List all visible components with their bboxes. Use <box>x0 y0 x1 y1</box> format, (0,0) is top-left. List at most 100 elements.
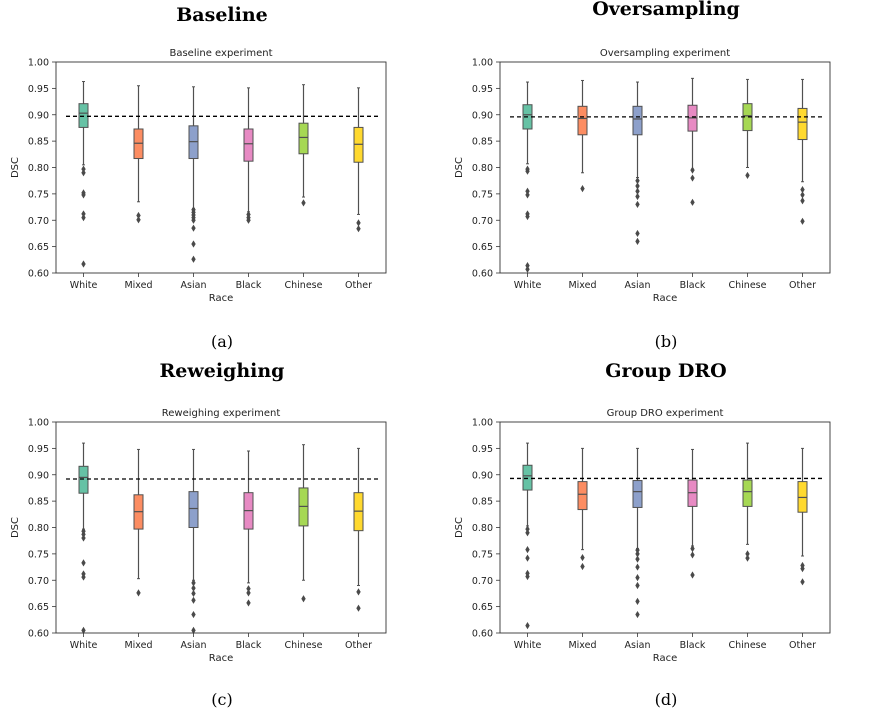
panel-caption: (c) <box>211 690 233 709</box>
chart-title: Reweighing experiment <box>162 408 281 419</box>
y-axis-label: DSC <box>10 517 21 538</box>
outlier-point <box>525 569 530 577</box>
outlier-point <box>635 192 640 201</box>
x-tick-label: White <box>514 640 542 651</box>
box-asian <box>632 447 643 619</box>
panel-reweighing: Reweighing Reweighing experiment 0.60 0.65… <box>0 360 444 720</box>
x-tick-label: Other <box>789 640 816 651</box>
y-tick-label: 0.70 <box>28 576 49 587</box>
x-tick-label: Asian <box>625 280 651 291</box>
x-tick-label: White <box>70 280 98 291</box>
y-tick-label: 0.80 <box>28 163 49 174</box>
box-other <box>353 447 364 612</box>
outlier-point <box>800 561 805 570</box>
outlier-point <box>635 581 640 590</box>
box-white <box>78 81 89 268</box>
x-tick-label: Chinese <box>729 640 767 651</box>
x-tick-label: Black <box>236 640 262 651</box>
x-tick-label: Mixed <box>124 640 152 651</box>
outlier-point <box>301 595 306 603</box>
iqr-box <box>577 105 588 136</box>
outlier-point <box>525 165 530 173</box>
axes-frame <box>55 61 387 274</box>
boxplot-chart: Group DRO experiment 0.60 0.65 0.70 0.75 0.80… <box>454 408 831 664</box>
chart-title: Baseline experiment <box>169 48 272 59</box>
box-other <box>797 447 808 586</box>
outlier-point <box>246 585 251 593</box>
panel-caption: (a) <box>210 332 234 351</box>
iqr-box <box>577 481 588 511</box>
y-tick-label: 1.00 <box>472 58 493 69</box>
outlier-point <box>191 584 196 592</box>
x-tick-label: Other <box>345 280 372 291</box>
y-tick-label: 1.00 <box>28 58 49 69</box>
box-mixed <box>577 447 588 571</box>
outlier-point <box>525 262 530 270</box>
panel-caption: (d) <box>654 690 678 709</box>
outlier-point <box>635 563 640 571</box>
outlier-point <box>745 171 750 180</box>
outlier-point <box>191 589 196 598</box>
outlier-point <box>800 197 805 205</box>
boxplot-chart: Reweighing experiment 0.60 0.65 0.70 0.75 0.8… <box>10 408 387 664</box>
outlier-point <box>580 553 585 562</box>
x-tick-label: Chinese <box>285 280 323 291</box>
y-tick-label: 0.95 <box>28 444 49 455</box>
panel-baseline: Baseline Baseline experiment 0.60 0.65 0.70… <box>0 0 444 360</box>
outlier-point <box>635 555 640 563</box>
y-tick-label: 0.85 <box>472 137 493 148</box>
outlier-point <box>136 216 141 224</box>
x-tick-label: Asian <box>625 640 651 651</box>
box-asian <box>188 448 199 634</box>
outlier-point <box>191 596 196 604</box>
y-tick-label: 1.00 <box>472 418 493 429</box>
y-tick-label: 0.80 <box>28 523 49 534</box>
outlier-point <box>690 166 695 174</box>
box-black <box>243 450 254 607</box>
y-axis-label: DSC <box>10 157 21 178</box>
box-mixed <box>133 448 144 597</box>
outlier-point <box>191 206 196 214</box>
box-mixed <box>577 79 588 193</box>
outlier-point <box>635 610 640 619</box>
box-black <box>243 87 254 224</box>
outlier-point <box>246 589 251 597</box>
outlier-point <box>81 559 86 567</box>
y-tick-label: 0.85 <box>28 497 49 508</box>
panel-caption: (b) <box>654 332 678 351</box>
iqr-box <box>797 107 808 141</box>
panel-heading: Reweighing <box>159 360 285 382</box>
outlier-point <box>356 604 361 612</box>
x-tick-label: Black <box>680 280 706 291</box>
panel-heading: Oversampling <box>592 0 740 20</box>
chart-title: Group DRO experiment <box>607 408 724 419</box>
y-tick-label: 0.90 <box>28 470 49 481</box>
y-tick-label: 0.65 <box>472 602 493 613</box>
x-tick-label: Black <box>680 640 706 651</box>
outlier-point <box>191 579 196 587</box>
outlier-point <box>800 186 805 194</box>
box-chinese <box>742 78 753 180</box>
box-chinese <box>742 442 753 562</box>
outlier-point <box>525 622 530 630</box>
y-tick-label: 0.65 <box>28 602 49 613</box>
x-tick-label: Other <box>345 640 372 651</box>
outlier-point <box>525 187 530 195</box>
x-tick-label: Other <box>789 280 816 291</box>
panel-oversampling: Oversampling Oversampling experiment 0.60… <box>444 0 888 360</box>
outlier-point <box>81 189 86 197</box>
axes-frame <box>499 61 831 274</box>
iqr-box <box>632 480 643 508</box>
outlier-point <box>800 191 805 199</box>
y-tick-label: 0.95 <box>472 444 493 455</box>
iqr-box <box>243 128 254 162</box>
x-tick-label: Mixed <box>124 280 152 291</box>
y-tick-label: 0.90 <box>472 470 493 481</box>
outlier-point <box>635 229 640 238</box>
y-tick-label: 0.75 <box>472 549 493 560</box>
iqr-box <box>78 103 89 128</box>
y-tick-label: 0.95 <box>472 84 493 95</box>
box-black <box>687 448 698 579</box>
outlier-point <box>690 551 695 559</box>
outlier-point <box>81 210 86 218</box>
